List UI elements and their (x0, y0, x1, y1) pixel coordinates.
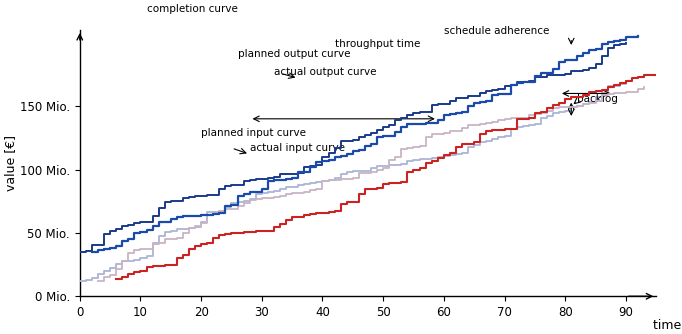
Text: throughput time: throughput time (335, 39, 420, 49)
Text: backlog: backlog (578, 94, 618, 104)
Text: planned output curve: planned output curve (237, 49, 350, 59)
Text: schedule adherence: schedule adherence (444, 26, 549, 36)
Text: completion curve: completion curve (147, 4, 237, 14)
Text: actual output curve: actual output curve (274, 67, 376, 77)
Text: planned input curve: planned input curve (201, 128, 306, 138)
Text: actual input curve: actual input curve (250, 143, 344, 153)
Y-axis label: value [€]: value [€] (4, 135, 17, 191)
X-axis label: time [da: time [da (653, 318, 682, 331)
